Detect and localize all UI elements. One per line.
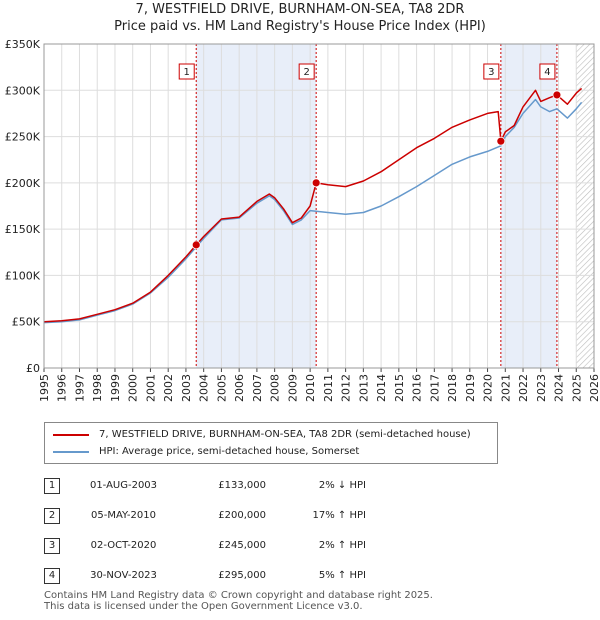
y-tick-label: £100K — [5, 269, 41, 282]
x-tick-label: 2001 — [144, 374, 157, 402]
x-tick-label: 1995 — [38, 374, 51, 402]
transaction-hpi: 17% ↑ HPI — [312, 510, 366, 521]
x-tick-label: 2025 — [570, 374, 583, 402]
x-tick-label: 2009 — [286, 374, 299, 402]
x-tick-label: 2002 — [162, 374, 175, 402]
x-tick-label: 2010 — [304, 374, 317, 402]
transaction-hpi: 2% ↓ HPI — [318, 480, 366, 491]
legend-item-property: 7, WESTFIELD DRIVE, BURNHAM-ON-SEA, TA8 … — [53, 429, 471, 440]
x-tick-label: 1998 — [91, 374, 104, 402]
plot-frame — [43, 43, 595, 369]
chart-title: 7, WESTFIELD DRIVE, BURNHAM-ON-SEA, TA8 … — [135, 2, 465, 17]
sale-label-box — [539, 63, 556, 80]
x-tick-label: 2019 — [464, 374, 477, 402]
transaction-date: 01-AUG-2003 — [89, 480, 158, 491]
x-tick-label: 2014 — [375, 374, 388, 402]
transaction-row: 2 05-MAY-2010 £200,000 17% ↑ HPI — [36, 504, 556, 524]
y-tick-label: £150K — [5, 223, 41, 236]
transaction-date: 02-OCT-2020 — [90, 540, 157, 551]
legend-item-hpi: HPI: Average price, semi-detached house,… — [53, 446, 359, 457]
x-tick-label: 1999 — [109, 374, 122, 402]
sale-label-box — [178, 63, 195, 80]
y-tick-label: £250K — [5, 131, 41, 144]
transaction-number: 1 — [44, 478, 60, 494]
x-tick-label: 2016 — [411, 374, 424, 402]
transaction-price: £200,000 — [218, 510, 266, 521]
legend-label-property: 7, WESTFIELD DRIVE, BURNHAM-ON-SEA, TA8 … — [99, 429, 471, 440]
sale-label-box — [483, 63, 500, 80]
sale-label-number: 2 — [303, 67, 309, 78]
sale-label-number: 4 — [544, 67, 550, 78]
x-tick-label: 2018 — [446, 374, 459, 402]
y-tick-label: £50K — [12, 316, 41, 329]
attribution-line-1: Contains HM Land Registry data © Crown c… — [44, 590, 433, 601]
sale-label-number: 3 — [488, 67, 494, 78]
y-tick-label: £300K — [5, 84, 41, 97]
chart-subtitle: Price paid vs. HM Land Registry's House … — [114, 19, 486, 34]
x-tick-label: 2000 — [127, 374, 140, 402]
x-tick-label: 2017 — [428, 374, 441, 402]
transaction-number: 4 — [44, 568, 60, 584]
x-tick-label: 2012 — [340, 374, 353, 402]
property-price-line — [43, 87, 583, 323]
transaction-row: 4 30-NOV-2023 £295,000 5% ↑ HPI — [36, 564, 556, 584]
transaction-price: £245,000 — [218, 540, 266, 551]
x-tick-label: 2005 — [215, 374, 228, 402]
x-tick-label: 2026 — [588, 374, 600, 402]
y-tick-label: £0 — [26, 362, 40, 375]
price-chart: 1 2 3 4 £0 £50K £100K £150K £200K £250K £300K £350… — [5, 38, 600, 402]
sale-marker — [496, 136, 506, 146]
sale-marker — [191, 240, 201, 250]
x-tick-label: 2015 — [393, 374, 406, 402]
transaction-price: £295,000 — [218, 570, 266, 581]
transaction-price: £133,000 — [218, 480, 266, 491]
chart-legend: 7, WESTFIELD DRIVE, BURNHAM-ON-SEA, TA8 … — [44, 422, 498, 464]
sale-label-number: 1 — [184, 67, 190, 78]
x-tick-label: 2022 — [517, 374, 530, 402]
x-tick-label: 2007 — [251, 374, 264, 402]
ownership-shade — [500, 44, 557, 368]
sale-marker — [552, 90, 562, 100]
y-tick-label: £350K — [5, 38, 41, 51]
transaction-row: 1 01-AUG-2003 £133,000 2% ↓ HPI — [36, 474, 556, 494]
sale-marker — [311, 178, 321, 188]
x-tick-label: 2020 — [482, 374, 495, 402]
x-tick-label: 2003 — [180, 374, 193, 402]
legend-label-hpi: HPI: Average price, semi-detached house,… — [99, 446, 360, 457]
x-tick-label: 1996 — [56, 374, 69, 402]
x-tick-label: 2011 — [322, 374, 335, 402]
transaction-date: 05-MAY-2010 — [90, 510, 156, 521]
transaction-row: 3 02-OCT-2020 £245,000 2% ↑ HPI — [36, 534, 556, 554]
x-tick-label: 2006 — [233, 374, 246, 402]
y-tick-label: £200K — [5, 177, 41, 190]
ownership-shade — [196, 44, 317, 368]
transaction-hpi: 2% ↑ HPI — [318, 540, 366, 551]
x-tick-label: 2023 — [535, 374, 548, 402]
transaction-date: 30-NOV-2023 — [90, 570, 157, 581]
attribution-line-2: This data is licensed under the Open Gov… — [44, 601, 363, 612]
transaction-number: 3 — [44, 538, 60, 554]
x-tick-label: 2004 — [198, 374, 211, 402]
forecast-hatch — [576, 44, 594, 368]
legend-swatch-property — [53, 433, 89, 436]
x-tick-label: 2021 — [499, 374, 512, 402]
x-tick-label: 2008 — [269, 374, 282, 402]
hpi-line — [43, 98, 583, 324]
legend-swatch-hpi — [53, 450, 89, 453]
attribution: Contains HM Land Registry data © Crown c… — [44, 590, 433, 612]
sale-label-box — [298, 63, 315, 80]
x-tick-label: 1997 — [73, 374, 86, 402]
transaction-hpi: 5% ↑ HPI — [318, 570, 366, 581]
x-tick-label: 2024 — [553, 374, 566, 402]
x-tick-label: 2013 — [357, 374, 370, 402]
transaction-number: 2 — [44, 508, 60, 524]
